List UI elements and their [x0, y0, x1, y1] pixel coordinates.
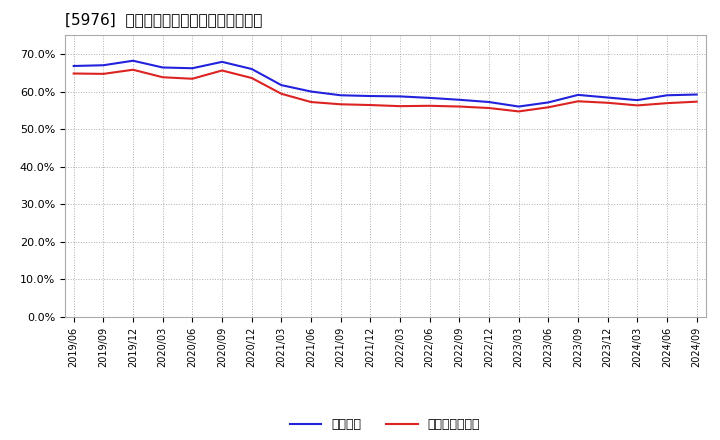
- 固定比率: [514, 104, 523, 109]
- 固定比率: [158, 65, 167, 70]
- 固定比率: [277, 82, 286, 88]
- 固定比率: [217, 59, 226, 65]
- 固定長期適合率: [99, 71, 108, 77]
- 固定比率: [366, 93, 374, 99]
- 固定長期適合率: [396, 103, 405, 109]
- 固定長期適合率: [544, 105, 553, 110]
- 固定長期適合率: [129, 67, 138, 73]
- 固定長期適合率: [307, 99, 315, 105]
- 固定比率: [633, 98, 642, 103]
- 固定長期適合率: [69, 71, 78, 76]
- 固定比率: [574, 92, 582, 98]
- 固定比率: [455, 97, 464, 103]
- 固定比率: [693, 92, 701, 97]
- 固定比率: [426, 95, 434, 101]
- 固定比率: [129, 58, 138, 63]
- Line: 固定長期適合率: 固定長期適合率: [73, 70, 697, 111]
- 固定比率: [396, 94, 405, 99]
- 固定長期適合率: [455, 104, 464, 109]
- 固定比率: [248, 66, 256, 72]
- 固定長期適合率: [574, 99, 582, 104]
- 固定長期適合率: [633, 103, 642, 108]
- Line: 固定比率: 固定比率: [73, 61, 697, 106]
- 固定長期適合率: [366, 103, 374, 108]
- 固定長期適合率: [485, 106, 493, 111]
- 固定比率: [662, 93, 671, 98]
- 固定長期適合率: [426, 103, 434, 108]
- 固定長期適合率: [603, 100, 612, 106]
- Text: [5976]  固定比率、固定長期適合率の推移: [5976] 固定比率、固定長期適合率の推移: [65, 12, 262, 27]
- 固定比率: [544, 100, 553, 105]
- 固定比率: [188, 66, 197, 71]
- 固定長期適合率: [217, 68, 226, 73]
- 固定長期適合率: [248, 75, 256, 81]
- 固定長期適合率: [336, 102, 345, 107]
- 固定長期適合率: [514, 109, 523, 114]
- 固定長期適合率: [158, 75, 167, 80]
- 固定比率: [99, 62, 108, 68]
- 固定長期適合率: [662, 100, 671, 106]
- 固定比率: [336, 93, 345, 98]
- 固定長期適合率: [693, 99, 701, 104]
- 固定比率: [69, 63, 78, 69]
- 固定比率: [485, 99, 493, 105]
- Legend: 固定比率, 固定長期適合率: 固定比率, 固定長期適合率: [285, 413, 485, 436]
- 固定長期適合率: [277, 91, 286, 96]
- 固定比率: [307, 89, 315, 94]
- 固定比率: [603, 95, 612, 100]
- 固定長期適合率: [188, 76, 197, 81]
